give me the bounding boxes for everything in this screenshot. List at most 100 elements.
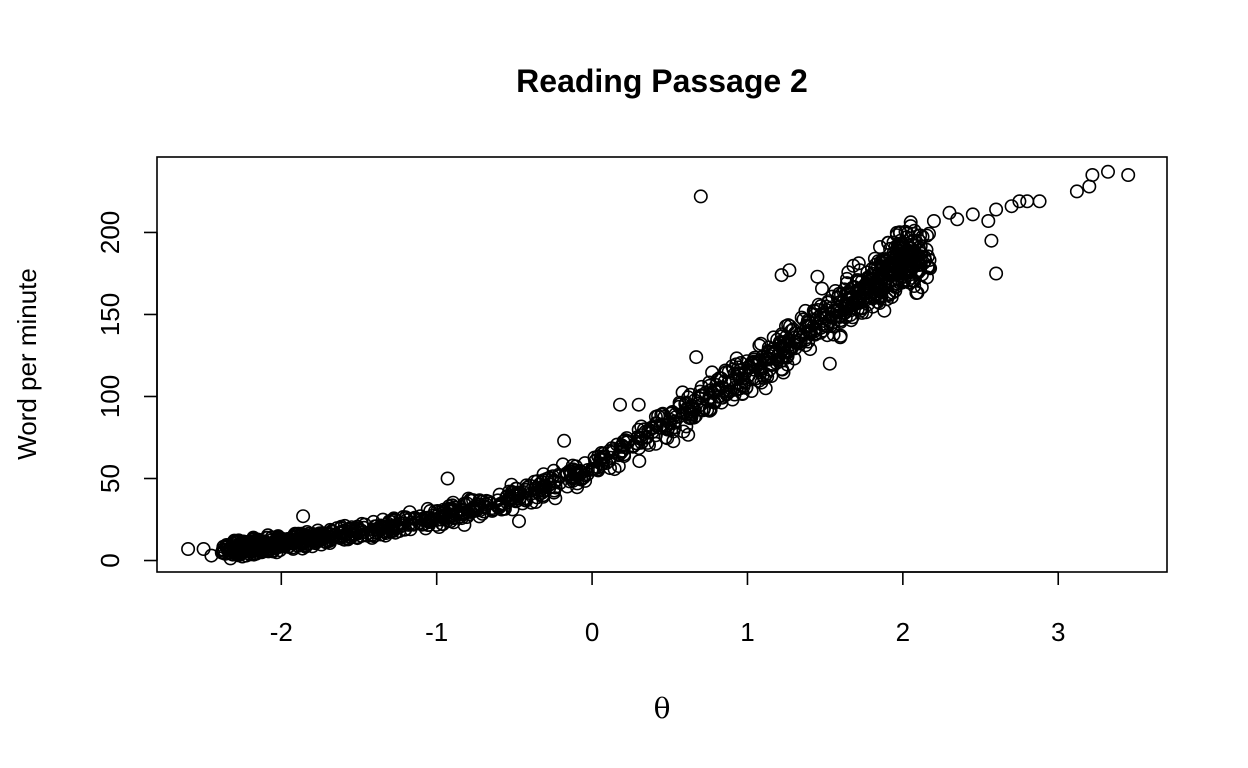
data-point-outlier	[950, 212, 965, 227]
data-point	[706, 394, 721, 409]
data-point	[853, 291, 868, 306]
data-point	[552, 469, 567, 484]
data-point	[739, 354, 754, 369]
data-point-outlier	[989, 266, 1004, 281]
data-point	[418, 521, 433, 536]
data-point	[524, 495, 539, 510]
data-point	[402, 511, 417, 526]
data-point	[817, 307, 832, 322]
y-tick-label: 150	[95, 293, 125, 336]
data-point	[850, 294, 865, 309]
data-point	[890, 262, 905, 277]
data-point	[257, 534, 272, 549]
y-tick-label: 50	[95, 464, 125, 493]
data-point	[786, 322, 801, 337]
data-point	[761, 343, 776, 358]
data-point-outlier	[557, 433, 572, 448]
data-point	[388, 512, 403, 527]
data-point	[231, 541, 246, 556]
chart-title: Reading Passage 2	[516, 63, 808, 99]
data-point	[810, 310, 825, 325]
data-point-outlier	[296, 509, 311, 524]
data-point	[270, 535, 285, 550]
data-point	[366, 514, 381, 529]
data-point	[457, 517, 472, 532]
data-point	[454, 507, 469, 522]
data-point	[648, 436, 663, 451]
data-point	[723, 384, 738, 399]
data-point	[559, 466, 574, 481]
y-tick-label: 200	[95, 211, 125, 254]
data-point-outlier	[204, 548, 219, 563]
data-point-outlier	[926, 214, 941, 229]
data-point	[676, 424, 691, 439]
data-point	[808, 321, 823, 336]
data-points	[181, 164, 1136, 566]
data-point	[443, 514, 458, 529]
data-point	[851, 256, 866, 271]
data-point	[640, 429, 655, 444]
data-point	[907, 273, 922, 288]
data-point	[923, 261, 938, 276]
plot-frame	[156, 156, 1168, 573]
data-point	[780, 335, 795, 350]
data-point	[839, 301, 854, 316]
data-point	[698, 385, 713, 400]
data-point	[691, 390, 706, 405]
data-point	[769, 355, 784, 370]
data-point	[222, 542, 237, 557]
data-point	[780, 345, 795, 360]
data-point	[574, 471, 589, 486]
data-point	[828, 283, 843, 298]
data-point	[620, 433, 635, 448]
data-point	[436, 510, 451, 525]
x-tick-label: 2	[896, 617, 910, 647]
data-point-outlier	[774, 268, 789, 283]
data-point	[867, 251, 882, 266]
data-point	[425, 512, 440, 527]
data-point	[754, 375, 769, 390]
data-point	[814, 281, 829, 296]
data-point	[721, 364, 736, 379]
data-point	[889, 242, 904, 257]
data-point	[667, 420, 682, 435]
data-point	[285, 536, 300, 551]
data-point	[631, 422, 646, 437]
data-point	[921, 226, 936, 241]
data-point	[904, 234, 919, 249]
data-point	[375, 524, 390, 539]
data-point	[833, 314, 848, 329]
data-point	[814, 310, 829, 325]
data-point	[731, 367, 746, 382]
data-point	[447, 511, 462, 526]
data-point	[470, 502, 485, 517]
data-point	[301, 526, 316, 541]
data-point	[753, 336, 768, 351]
data-point	[881, 235, 896, 250]
data-point-outlier	[984, 233, 999, 248]
data-point-outlier	[511, 514, 526, 529]
data-point	[668, 410, 683, 425]
data-point-outlier	[989, 202, 1004, 217]
data-point	[536, 489, 551, 504]
data-point	[794, 310, 809, 325]
data-point	[780, 349, 795, 364]
data-point	[903, 215, 918, 230]
data-point-outlier	[693, 189, 708, 204]
x-axis-label: θ	[654, 692, 671, 725]
data-point	[850, 289, 865, 304]
data-point	[897, 266, 912, 281]
data-point	[831, 286, 846, 301]
data-point	[897, 253, 912, 268]
data-point	[593, 452, 608, 467]
data-point	[755, 368, 770, 383]
data-point-outlier	[864, 271, 879, 286]
data-point	[872, 240, 887, 255]
x-tick-label: -2	[270, 617, 293, 647]
data-point-outlier	[1020, 194, 1035, 209]
y-axis: 0 50 100 150 200	[95, 211, 158, 568]
data-point-outlier	[782, 263, 797, 278]
y-axis-label: Word per minute	[12, 268, 42, 460]
data-point	[894, 243, 909, 258]
